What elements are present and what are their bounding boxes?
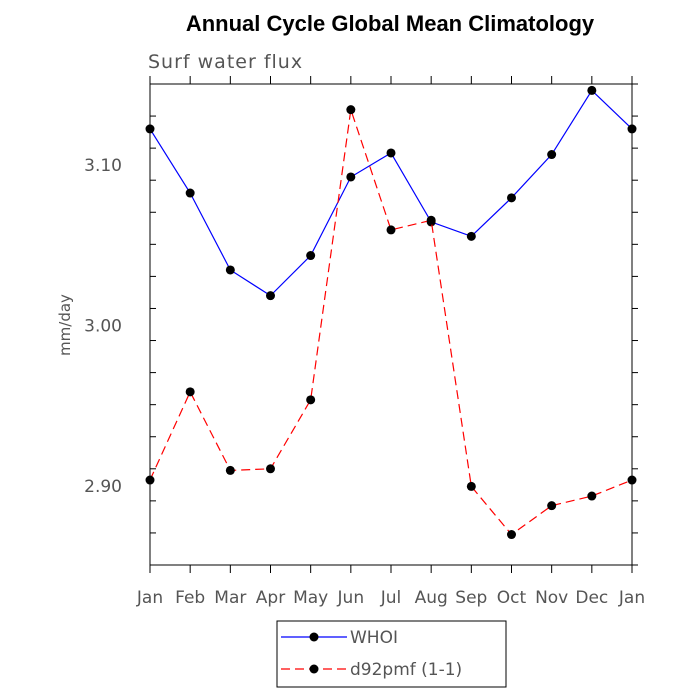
x-tick-label: Jun (337, 588, 365, 608)
data-point (185, 188, 195, 198)
x-tick-label: Sep (455, 588, 487, 608)
chart-subtitle: Surf water flux (148, 51, 303, 73)
data-point (507, 530, 516, 540)
data-point (306, 251, 316, 261)
data-point (225, 265, 235, 275)
data-point (547, 501, 557, 511)
data-point (346, 172, 356, 182)
series-line (149, 109, 633, 536)
data-point (627, 124, 637, 134)
data-point (306, 395, 316, 405)
data-point (466, 231, 476, 241)
series-line (149, 89, 633, 297)
data-point (587, 85, 597, 95)
x-tick-label: May (293, 588, 328, 608)
x-tick-label: Feb (175, 588, 205, 608)
legend-marker (309, 664, 319, 674)
chart-title: Annual Cycle Global Mean Climatology (186, 11, 595, 36)
x-tick-labels: Jan Feb Mar Apr May Jun Jul Aug Sep Oct Nov Dec Jan (136, 588, 645, 608)
data-point (386, 148, 396, 158)
x-tick-label: Oct (497, 588, 527, 608)
data-point (266, 291, 275, 301)
axis-ticks (149, 76, 638, 573)
x-tick-label: Aug (415, 588, 448, 608)
y-tick-label: 3.10 (84, 156, 122, 176)
x-tick-label: Jul (380, 588, 402, 608)
x-tick-label: Mar (214, 588, 246, 608)
data-point (587, 491, 597, 501)
data-point (346, 105, 356, 115)
data-point (185, 387, 195, 397)
x-tick-label: Jan (136, 588, 163, 608)
y-tick-label: 2.90 (84, 477, 122, 497)
y-tick-label: 3.00 (84, 317, 122, 337)
y-tick-labels: 2.90 3.00 3.10 (84, 156, 122, 497)
data-point (627, 475, 637, 485)
x-tick-label: Dec (575, 588, 608, 608)
x-tick-label: Apr (256, 588, 285, 608)
data-point (386, 225, 396, 235)
data-point (547, 150, 557, 160)
legend-box (276, 620, 507, 688)
legend: WHOI d92pmf (1-1) (276, 620, 507, 688)
data-point (225, 465, 235, 475)
data-point (145, 475, 155, 485)
y-axis-label: mm/day (56, 294, 74, 356)
x-tick-label: Nov (535, 588, 568, 608)
data-point (507, 193, 516, 203)
legend-label: d92pmf (1-1) (350, 660, 462, 680)
legend-label: WHOI (350, 628, 398, 648)
data-point (266, 464, 275, 474)
data-point (466, 481, 476, 491)
data-point (426, 215, 436, 225)
legend-marker (309, 632, 319, 642)
data-point (145, 124, 155, 134)
series-layer (145, 85, 637, 540)
x-tick-label: Jan (618, 588, 645, 608)
